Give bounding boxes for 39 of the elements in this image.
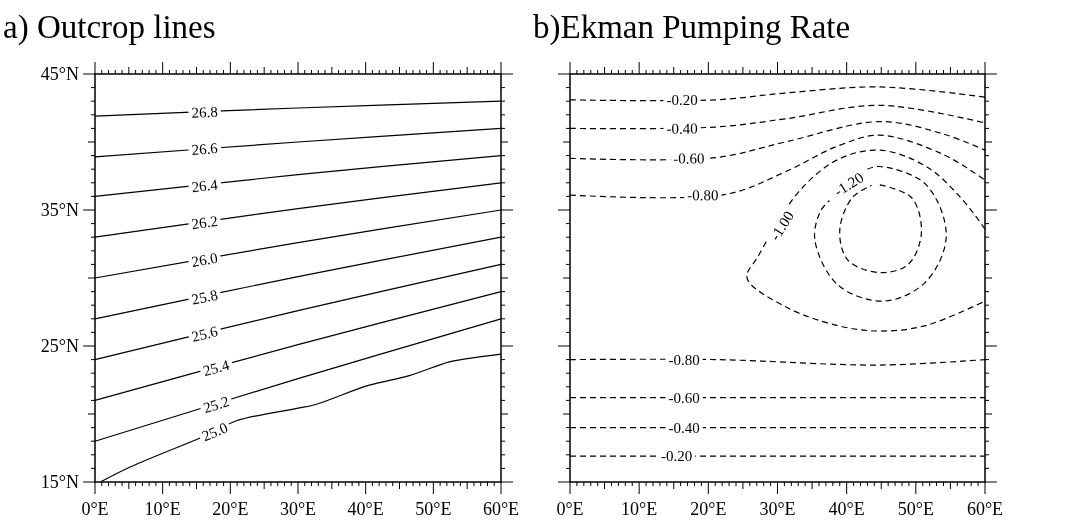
annotation: 25.4 xyxy=(201,356,232,380)
y-tick-label: 15°N xyxy=(40,472,79,492)
annotation: 25.0 xyxy=(199,419,231,445)
annotation: -0.60 xyxy=(673,150,705,167)
annotation: -0.20 xyxy=(660,448,693,465)
annotation: -0.80 xyxy=(687,187,719,204)
chart-title: b)Ekman Pumping Rate xyxy=(533,9,851,46)
annotation: 25.6 xyxy=(190,323,220,345)
annotation: -1.20 xyxy=(831,169,867,200)
annotation: -0.80 xyxy=(668,351,700,368)
annotation: 26.2 xyxy=(190,212,219,233)
x-tick-label: 0°E xyxy=(81,499,109,519)
x-tick-label: 20°E xyxy=(212,499,249,519)
annotation: -0.40 xyxy=(668,419,700,436)
x-tick-label: 40°E xyxy=(828,499,865,519)
annotation: -0.60 xyxy=(668,389,700,406)
annotation: 26.6 xyxy=(190,140,219,158)
x-tick-label: 0°E xyxy=(556,499,584,519)
annotation: 26.8 xyxy=(191,103,219,121)
x-tick-label: 60°E xyxy=(482,499,520,519)
x-tick-label: 10°E xyxy=(621,499,658,519)
x-tick-label: 50°E xyxy=(415,499,452,519)
annotation: 25.8 xyxy=(190,286,220,308)
annotation: -0.20 xyxy=(666,92,698,109)
x-tick-label: 10°E xyxy=(144,499,181,519)
x-tick-label: 40°E xyxy=(347,499,384,519)
x-tick-label: 30°E xyxy=(279,499,317,519)
y-tick-label: 25°N xyxy=(40,336,79,356)
annotation: 26.4 xyxy=(190,176,220,196)
y-tick-label: 35°N xyxy=(40,200,79,220)
chart-title: a) Outcrop lines xyxy=(3,9,216,46)
annotation: 25.2 xyxy=(201,393,232,417)
x-tick-label: 20°E xyxy=(690,499,727,519)
x-tick-label: 60°E xyxy=(966,499,1004,519)
annotation: 26.0 xyxy=(190,249,219,271)
x-tick-label: 50°E xyxy=(897,499,934,519)
y-tick-label: 45°N xyxy=(40,64,79,84)
x-tick-label: 30°E xyxy=(759,499,796,519)
annotation: -0.40 xyxy=(666,120,698,137)
